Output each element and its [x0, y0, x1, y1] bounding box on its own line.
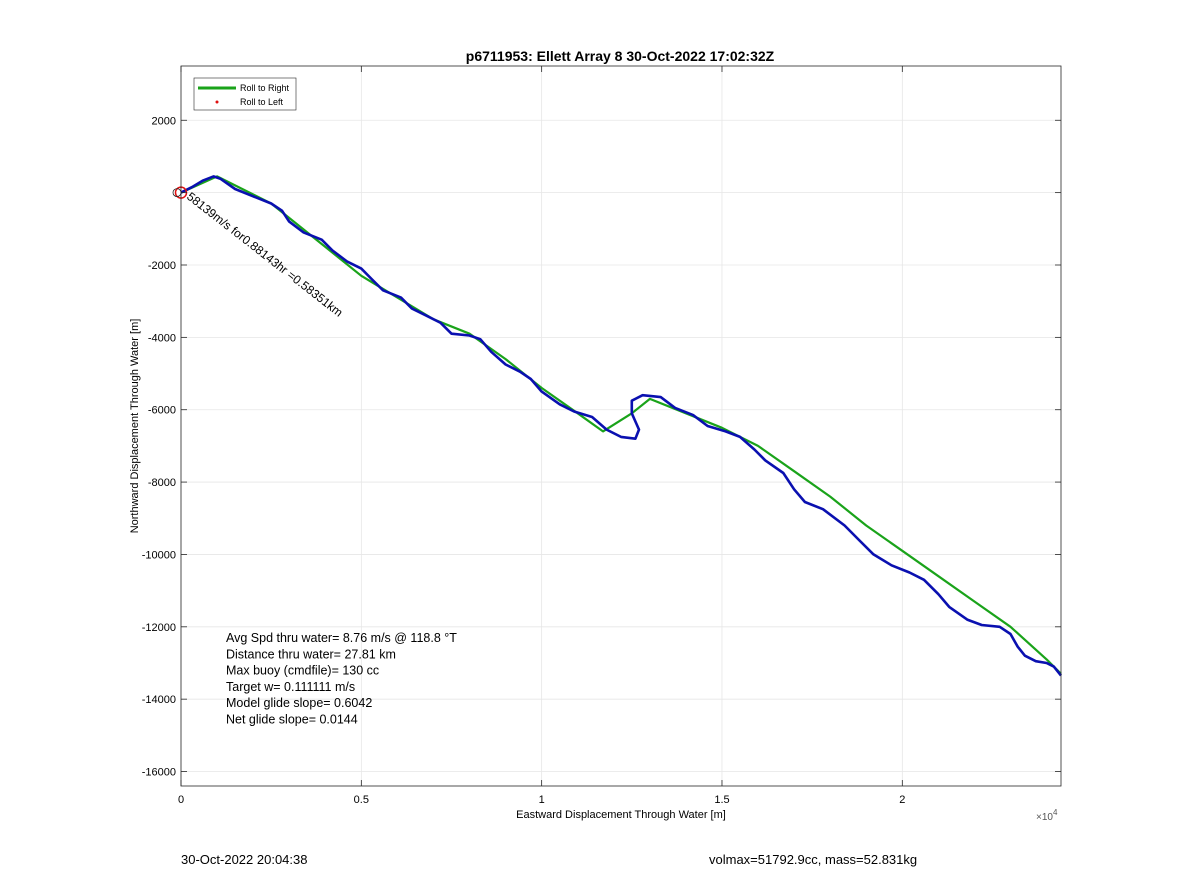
y-tick-label: 2000	[152, 115, 176, 127]
plot-frame	[180, 65, 1062, 787]
x-exponent-base: ×10	[1036, 812, 1053, 823]
footer-date: 30-Oct-2022 20:04:38	[181, 852, 308, 867]
stats-line: Model glide slope= 0.6042	[226, 696, 372, 710]
stats-line: Max buoy (cmdfile)= 130 cc	[226, 664, 379, 678]
tick-layer: 0 0.5 1 1.5 2 2000 -2000 -4000 -6000 -8000 -10000 -…	[142, 66, 1061, 806]
y-tick-label: -12000	[142, 622, 176, 634]
series-line-track	[180, 175, 1063, 677]
y-tick-label: -10000	[142, 549, 176, 561]
x-tick-label: 2	[899, 794, 905, 806]
x-tick-label: 0	[178, 794, 184, 806]
stats-line: Avg Spd thru water= 8.76 m/s @ 118.8 °T	[226, 631, 457, 645]
x-exponent-power: 4	[1053, 808, 1058, 817]
y-tick-label: -14000	[142, 694, 176, 706]
series-line-roll-right	[180, 175, 1062, 675]
legend-box	[193, 77, 297, 111]
y-tick-label: -16000	[142, 767, 176, 779]
legend-dot-roll-left	[215, 100, 219, 104]
y-axis-label: Northward Displacement Through Water [m]	[129, 319, 141, 534]
chart-title: p6711953: Ellett Array 8 30-Oct-2022 17:…	[466, 48, 775, 64]
x-tick-label: 0.5	[354, 794, 369, 806]
x-axis-label: Eastward Displacement Through Water [m]	[516, 809, 726, 821]
legend-label-roll-right: Roll to Right	[240, 83, 290, 93]
x-exponent-label: ×104	[1036, 808, 1058, 823]
y-tick-label: -6000	[148, 405, 176, 417]
stats-line: Target w= 0.111111 m/s	[226, 680, 355, 694]
series-layer	[180, 175, 1063, 677]
x-tick-label: 1.5	[714, 794, 729, 806]
y-tick-label: -4000	[148, 332, 176, 344]
plot-area	[181, 66, 1061, 786]
legend-label-roll-left: Roll to Left	[240, 97, 284, 107]
stats-line: Net glide slope= 0.0144	[226, 713, 358, 727]
legend: Roll to Right Roll to Left	[193, 77, 297, 111]
footer-vol-mass: volmax=51792.9cc, mass=52.831kg	[709, 852, 918, 867]
x-tick-label: 1	[539, 794, 545, 806]
grid-layer	[180, 66, 1061, 786]
y-tick-label: -2000	[148, 260, 176, 272]
stats-line: Distance thru water= 27.81 km	[226, 647, 396, 661]
stats-block: Avg Spd thru water= 8.76 m/s @ 118.8 °T D…	[226, 631, 457, 727]
y-tick-label: -8000	[148, 477, 176, 489]
